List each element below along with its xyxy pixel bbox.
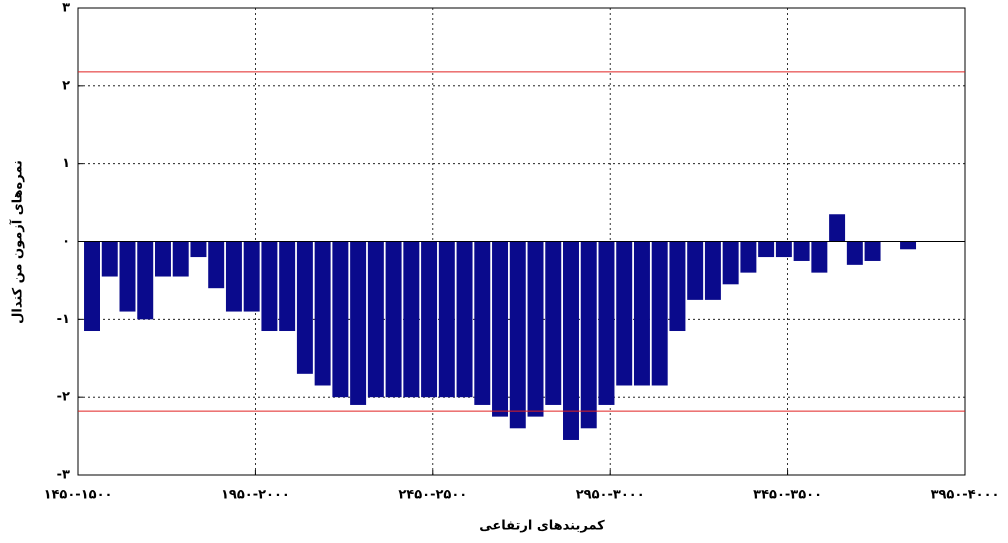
x-tick-label: ۲۴۵۰-۲۵۰۰ — [398, 488, 467, 503]
bar — [314, 241, 331, 386]
bar — [421, 241, 438, 398]
bar — [261, 241, 278, 332]
bar — [154, 241, 171, 277]
x-tick-label: ۱۹۵۰-۲۰۰۰ — [221, 488, 290, 503]
bar — [616, 241, 633, 386]
y-tick-label: ۰ — [62, 234, 70, 249]
bar — [563, 241, 579, 440]
bar — [190, 241, 207, 258]
bar — [279, 241, 296, 332]
bar — [900, 241, 917, 250]
bar — [509, 241, 526, 429]
bar — [403, 241, 420, 398]
bar — [651, 241, 668, 386]
y-tick-label: -۱ — [57, 312, 70, 327]
bar — [438, 241, 455, 398]
bar — [669, 241, 686, 332]
bar — [846, 241, 863, 265]
bar — [492, 241, 509, 417]
bar — [119, 241, 136, 312]
bar — [225, 241, 242, 312]
x-tick-label: ۳۹۵۰-۴۰۰۰ — [931, 488, 1000, 503]
bar — [332, 241, 349, 398]
bar — [633, 241, 650, 386]
bar — [704, 241, 721, 300]
bar — [101, 241, 118, 277]
bar — [385, 241, 402, 398]
x-tick-label: ۱۴۵۰-۱۵۰۰ — [44, 488, 113, 503]
bar — [687, 241, 704, 300]
bar — [758, 241, 775, 258]
bar — [208, 241, 225, 289]
bar — [456, 241, 473, 398]
x-tick-label: ۳۴۵۰-۳۵۰۰ — [753, 488, 822, 503]
bar — [598, 241, 615, 405]
bar — [793, 241, 810, 261]
bar — [350, 241, 367, 405]
y-axis-label: نمره‌های آزمون من کندال — [9, 160, 26, 324]
bar — [775, 241, 792, 258]
y-tick-label: -۳ — [57, 468, 70, 483]
bar — [722, 241, 739, 285]
bar — [137, 241, 154, 320]
y-tick-label: ۳ — [62, 1, 70, 16]
bar — [296, 241, 313, 374]
bar — [243, 241, 260, 312]
bar — [545, 241, 562, 405]
x-axis-label: کمربندهای ارتفاعی — [479, 519, 605, 534]
x-tick-label: ۲۹۵۰-۳۰۰۰ — [576, 488, 645, 503]
bar — [474, 241, 491, 405]
bar — [527, 241, 544, 417]
y-tick-label: ۲ — [62, 78, 70, 93]
bar — [84, 241, 100, 332]
y-tick-label: -۲ — [57, 390, 70, 405]
bar — [864, 241, 881, 261]
bar — [580, 241, 597, 429]
bar — [367, 241, 384, 398]
bar — [172, 241, 189, 277]
bar — [829, 214, 846, 242]
y-tick-label: ۱ — [62, 156, 70, 171]
bar — [811, 241, 828, 273]
bar — [740, 241, 757, 273]
